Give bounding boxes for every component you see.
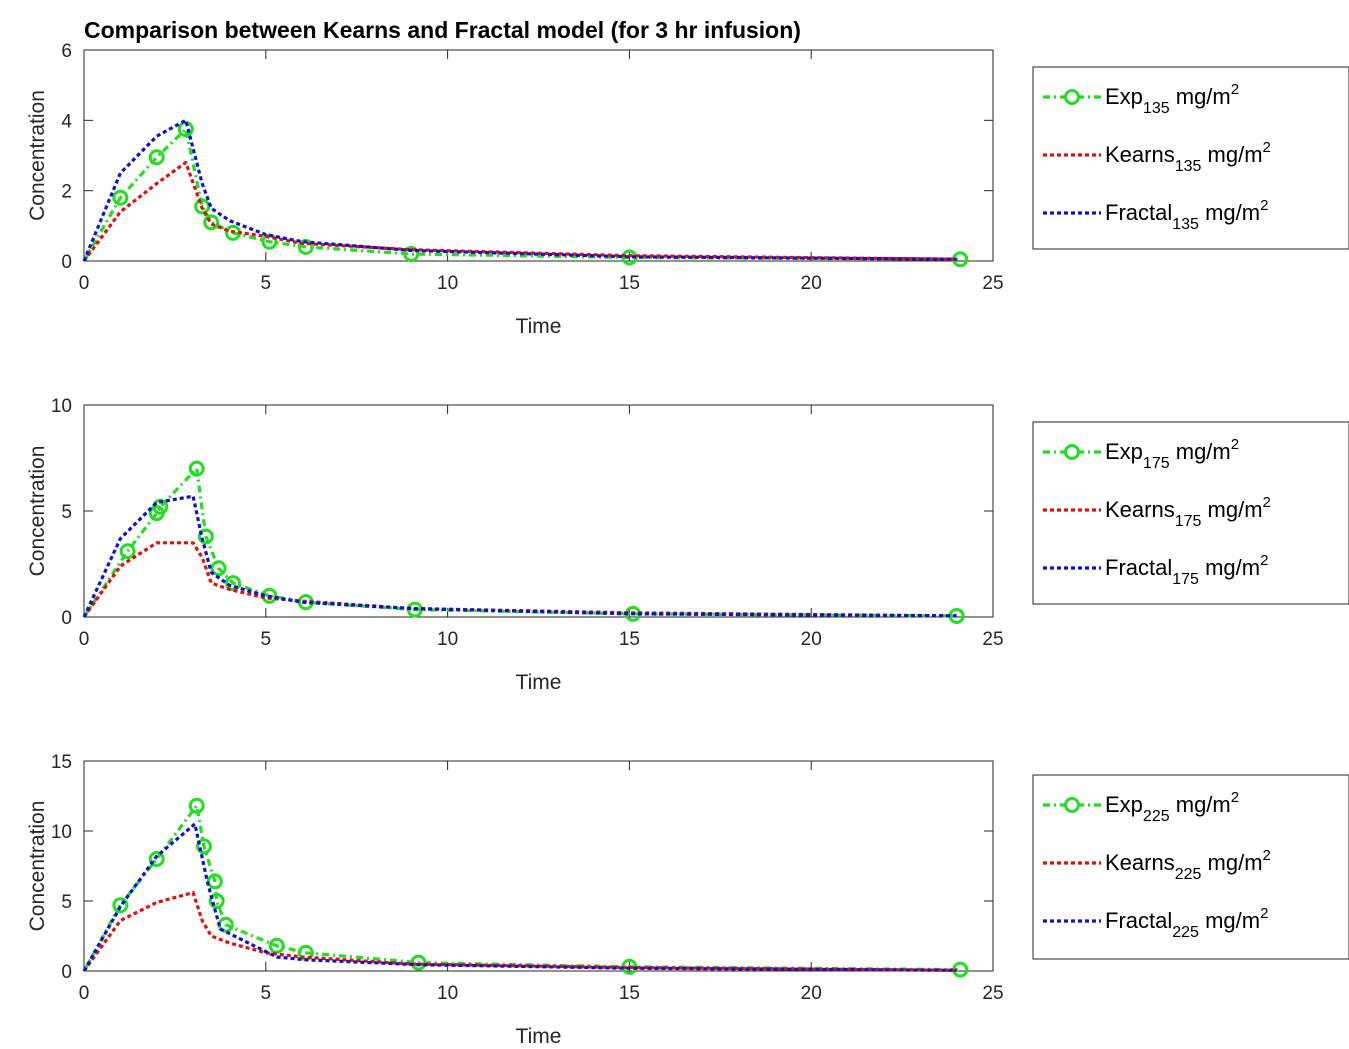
- x-tick-label: 10: [437, 273, 458, 294]
- x-tick-label: 5: [261, 983, 272, 1004]
- data-point-exp: [188, 460, 205, 477]
- x-tick-label: 25: [982, 629, 1003, 650]
- y-tick-label: 0: [61, 962, 72, 983]
- x-tick-label: 25: [982, 273, 1003, 294]
- data-point-exp: [194, 198, 211, 215]
- x-tick-label: 15: [619, 629, 640, 650]
- series-line-fractal: [82, 822, 957, 972]
- y-tick-label: 5: [61, 892, 72, 913]
- x-tick-label: 0: [79, 983, 90, 1004]
- legend-label-kearns: Kearns225 mg/m2: [1105, 847, 1271, 883]
- subplot-1: 0 5 10 15 20 25 0 2 4 6 Time Concentration Exp135 mg…: [26, 41, 1349, 338]
- x-tick-label: 15: [619, 983, 640, 1004]
- subplot-2: 0 5 10 15 20 25 0 5 10 Time Concentration Exp175 mg…: [26, 396, 1349, 694]
- data-point-exp: [210, 560, 227, 577]
- x-tick-label: 5: [261, 273, 272, 294]
- legend: Exp225 mg/m2 Kearns225 mg/m2 Fractal225 mg…: [1032, 774, 1349, 960]
- legend-marker-exp: [1064, 797, 1080, 813]
- y-tick-label: 2: [61, 182, 72, 203]
- data-point-exp: [195, 838, 212, 855]
- data-point-exp: [197, 528, 214, 545]
- legend: Exp175 mg/m2 Kearns175 mg/m2 Fractal175 mg…: [1032, 421, 1349, 605]
- x-tick-label: 5: [261, 629, 272, 650]
- figure-title: Comparison between Kearns and Fractal mo…: [84, 17, 801, 43]
- data-point-exp: [112, 189, 129, 206]
- data-point-exp: [208, 893, 225, 909]
- x-tick-label: 15: [619, 273, 640, 294]
- legend-label-exp: Exp225 mg/m2: [1105, 789, 1239, 825]
- axes-box: [83, 404, 994, 618]
- data-point-exp: [268, 937, 285, 954]
- data-point-exp: [203, 214, 220, 231]
- x-tick-label: 0: [79, 629, 90, 650]
- x-tick-label: 10: [437, 983, 458, 1004]
- y-axis-label: Concentration: [26, 446, 49, 577]
- y-tick-label: 10: [51, 396, 72, 417]
- series-line-fractal: [82, 494, 957, 618]
- series-line-exp: [82, 127, 961, 262]
- data-point-exp: [410, 954, 427, 971]
- series-line-exp: [82, 804, 961, 972]
- y-axis-label: Concentration: [26, 90, 49, 221]
- data-point-exp: [148, 149, 165, 166]
- y-tick-label: 0: [61, 252, 72, 273]
- legend-label-fractal: Fractal175 mg/m2: [1105, 552, 1268, 588]
- series-line-kearns: [82, 160, 957, 262]
- y-tick-label: 0: [61, 608, 72, 629]
- legend-label-kearns: Kearns135 mg/m2: [1105, 139, 1271, 175]
- x-tick-label: 20: [801, 983, 822, 1004]
- x-tick-label: 20: [801, 273, 822, 294]
- legend-marker-exp: [1064, 444, 1080, 460]
- data-point-exp: [403, 245, 420, 262]
- x-axis-label: Time: [516, 1025, 562, 1048]
- legend-box: [1032, 774, 1349, 960]
- legend-label-exp: Exp135 mg/m2: [1105, 81, 1239, 117]
- y-tick-label: 15: [51, 752, 72, 773]
- legend-label-exp: Exp175 mg/m2: [1105, 436, 1239, 472]
- x-axis-label: Time: [516, 315, 562, 338]
- y-tick-label: 10: [51, 822, 72, 843]
- y-axis-label: Concentration: [26, 801, 49, 932]
- x-tick-label: 25: [982, 983, 1003, 1004]
- legend-box: [1032, 421, 1349, 605]
- x-tick-label: 20: [801, 629, 822, 650]
- subplot-3: 0 5 10 15 20 25 0 5 10 15 Time Concentration Exp225 …: [26, 752, 1349, 1048]
- data-point-exp: [188, 797, 205, 814]
- x-tick-label: 10: [437, 629, 458, 650]
- legend: Exp135 mg/m2 Kearns135 mg/m2 Fractal135 mg…: [1032, 66, 1349, 250]
- y-tick-label: 4: [61, 111, 72, 132]
- series-line-kearns: [82, 541, 957, 618]
- series-line-fractal: [82, 118, 957, 262]
- y-tick-label: 5: [61, 502, 72, 523]
- x-tick-label: 0: [79, 273, 90, 294]
- subplots: 0 5 10 15 20 25 0 2 4 6 Time Concentration Exp135 mg…: [26, 41, 1349, 1048]
- legend-label-kearns: Kearns175 mg/m2: [1105, 494, 1271, 530]
- x-axis-label: Time: [516, 671, 562, 694]
- data-point-exp: [119, 543, 136, 560]
- legend-box: [1032, 66, 1349, 250]
- data-point-exp: [225, 575, 242, 592]
- data-point-exp: [112, 897, 129, 914]
- axes-box: [83, 49, 994, 262]
- legend-label-fractal: Fractal225 mg/m2: [1105, 905, 1268, 941]
- y-tick-label: 6: [61, 41, 72, 62]
- legend-marker-exp: [1064, 89, 1080, 105]
- data-point-exp: [148, 851, 165, 867]
- legend-label-fractal: Fractal135 mg/m2: [1105, 197, 1268, 233]
